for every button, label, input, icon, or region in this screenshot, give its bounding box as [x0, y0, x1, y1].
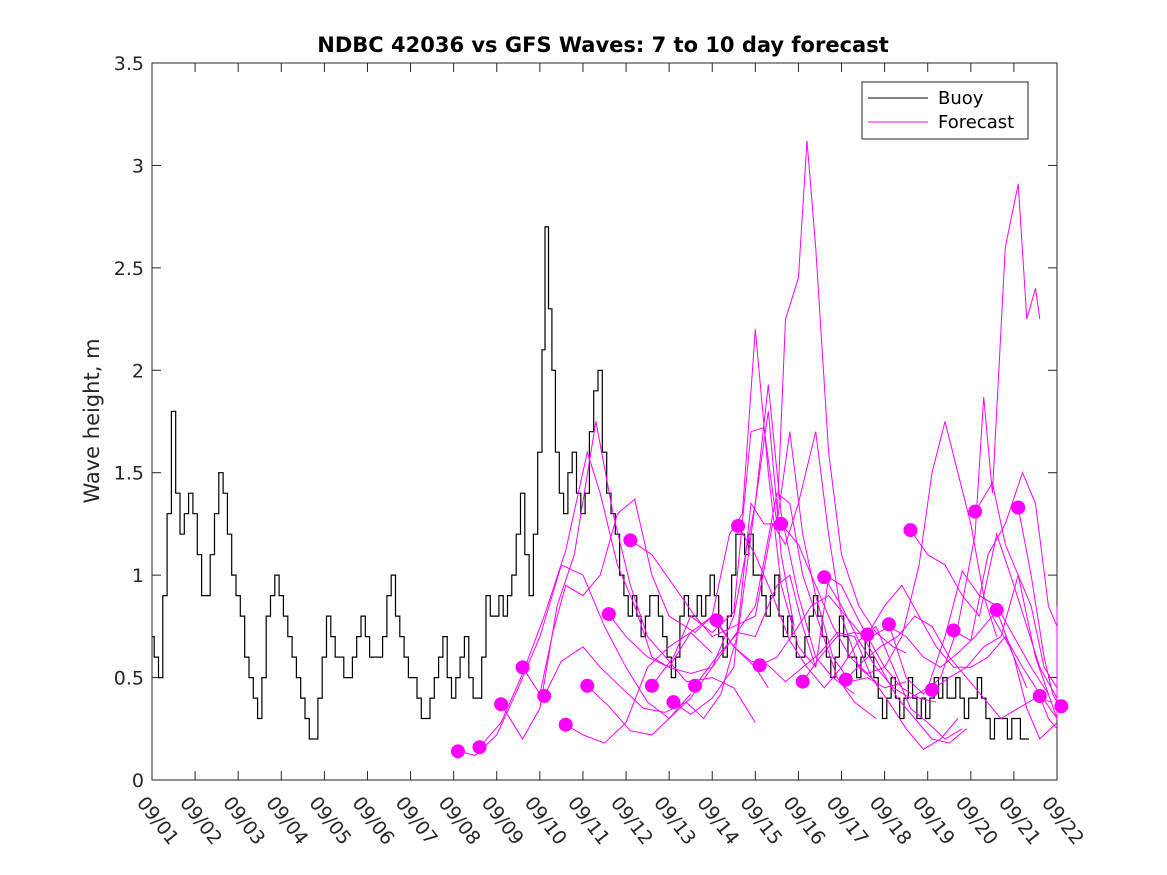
- series-buoy-line: [152, 226, 1029, 740]
- forecast-start-marker: [925, 682, 940, 697]
- forecast-start-marker: [989, 602, 1004, 617]
- series-forecast-line: [1017, 507, 1058, 703]
- series-forecast-line: [974, 481, 1058, 719]
- legend: Buoy Forecast: [861, 81, 1029, 140]
- forecast-start-marker: [472, 740, 487, 755]
- forecast-start-marker: [494, 697, 509, 712]
- series-forecast-line: [802, 615, 1028, 688]
- series-forecast-line: [845, 615, 1053, 720]
- chart-title: NDBC 42036 vs GFS Waves: 7 to 10 day for…: [317, 33, 888, 57]
- series-forecast-line: [694, 574, 937, 703]
- legend-box: [861, 81, 1029, 140]
- forecast-start-marker: [838, 672, 853, 687]
- forecast-start-marker: [580, 678, 595, 693]
- plot-area: 00.511.522.533.5 09/0109/0209/0309/0409/…: [114, 53, 1088, 849]
- y-tick-label: 1: [132, 565, 144, 587]
- forecast-start-marker: [860, 627, 875, 642]
- series-forecast-line: [608, 492, 877, 719]
- series-forecast-line: [931, 573, 1058, 691]
- plot-frame: [151, 62, 1058, 781]
- forecast-start-marker: [774, 516, 789, 531]
- y-tick-label: 0: [132, 770, 144, 792]
- series-forecast-line: [866, 584, 1058, 719]
- y-tick-label: 3.5: [114, 53, 144, 75]
- forecast-start-marker: [731, 518, 746, 533]
- series-forecast-line: [823, 569, 1049, 699]
- forecast-start-marker: [881, 617, 896, 632]
- y-tick-label: 2.5: [114, 258, 144, 280]
- y-tick-label: 1.5: [114, 463, 144, 485]
- y-tick-label: 0.5: [114, 668, 144, 690]
- forecast-start-marker: [601, 607, 616, 622]
- tick-marks: [151, 62, 1058, 781]
- marker-layer: [450, 500, 1069, 759]
- forecast-start-marker: [817, 570, 832, 585]
- forecast-start-marker: [623, 533, 638, 548]
- forecast-start-marker: [795, 674, 810, 689]
- forecast-start-marker: [903, 523, 918, 538]
- forecast-start-marker: [666, 695, 681, 710]
- series-forecast-line: [888, 183, 1041, 695]
- forecast-start-marker: [752, 658, 767, 673]
- series-forecast-line: [673, 140, 907, 716]
- y-axis-label: Wave height, m: [80, 338, 104, 503]
- forecast-start-marker: [450, 744, 465, 759]
- forecast-start-marker: [968, 504, 983, 519]
- series-forecast-line: [737, 525, 963, 740]
- y-tick-label: 2: [132, 360, 144, 382]
- forecast-start-marker: [1011, 500, 1026, 515]
- forecast-start-marker: [537, 689, 552, 704]
- forecast-start-marker: [1054, 699, 1069, 714]
- series-forecast-line: [780, 421, 998, 675]
- series-forecast-line: [457, 564, 692, 756]
- y-tick-labels: 0 0.5 1 1.5 2 2.5 3 3.5: [114, 53, 144, 792]
- y-tick-label: 3: [132, 155, 144, 177]
- forecast-start-marker: [688, 678, 702, 693]
- series-forecast-line: [1039, 695, 1058, 730]
- series-layer: [152, 140, 1058, 756]
- forecast-start-marker: [709, 613, 724, 628]
- series-forecast-line: [651, 426, 907, 689]
- series-forecast-line: [586, 384, 855, 736]
- legend-label-forecast: Forecast: [938, 112, 1014, 133]
- forecast-start-marker: [946, 623, 961, 638]
- forecast-start-marker: [515, 660, 530, 675]
- legend-label-buoy: Buoy: [938, 88, 984, 109]
- series-forecast-line: [996, 609, 1058, 740]
- forecast-start-marker: [644, 678, 659, 693]
- series-forecast-line: [953, 471, 1058, 642]
- forecast-start-marker: [1032, 689, 1047, 704]
- forecast-start-marker: [558, 717, 573, 732]
